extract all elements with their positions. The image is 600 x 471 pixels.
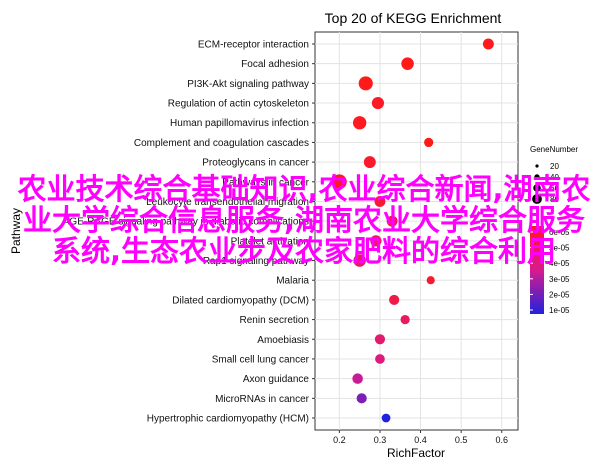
- data-point: [356, 393, 367, 404]
- pathway-label: Dilated cardiomyopathy (DCM): [172, 295, 309, 306]
- data-point: [375, 354, 385, 364]
- pathway-label: Malaria: [276, 276, 309, 287]
- legend-size-title: GeneNumber: [530, 145, 578, 154]
- x-tick-label: 0.6: [496, 435, 509, 445]
- pathway-label: Regulation of actin cytoskeleton: [168, 99, 309, 110]
- pathway-label: Hypertrophic cardiomyopathy (HCM): [147, 414, 309, 425]
- data-point: [482, 38, 494, 50]
- pathway-label: Small cell lung cancer: [212, 354, 310, 365]
- grid: [315, 32, 518, 430]
- chart-title: Top 20 of KEGG Enrichment: [325, 10, 502, 26]
- data-point: [426, 276, 435, 285]
- color-legend-label: 5e-05: [549, 244, 570, 253]
- pathway-label: Axon guidance: [243, 374, 310, 385]
- color-legend-label: 6e-05: [549, 228, 570, 237]
- pathway-label: Rap1 signaling pathway: [203, 256, 309, 267]
- data-point: [358, 76, 373, 91]
- legend-size-dot: [535, 164, 539, 168]
- data-point: [374, 196, 386, 207]
- size-legend: 20 40 60 80: [532, 162, 559, 204]
- pathway-label: MicroRNAs in cancer: [215, 394, 310, 405]
- data-point: [371, 96, 385, 110]
- data-point: [381, 413, 391, 423]
- legend-size-label: 80: [550, 195, 559, 204]
- pathway-labels: ECM-receptor interaction Focal adhesion PI…: [63, 40, 315, 425]
- color-bar: [530, 226, 544, 314]
- data-point: [424, 137, 434, 148]
- pathway-label: PI3K-Akt signaling pathway: [187, 79, 309, 90]
- legend-size-label: 40: [550, 173, 559, 182]
- pathway-label: ECM-receptor interaction: [198, 40, 309, 51]
- color-legend-label: 4e-05: [549, 259, 570, 268]
- color-legend-label: 1e-05: [549, 306, 570, 315]
- pathway-label: Platelet activation: [231, 236, 309, 247]
- legend-size-label: 20: [550, 162, 559, 171]
- data-point: [374, 334, 386, 345]
- legend: GeneNumber 20 40 60 80 1e-05 2e-05 3e-05 4e-05…: [530, 145, 578, 315]
- pathway-label: AGE-RAGE signaling pathway in diabetic c…: [63, 217, 309, 228]
- pathway-label: Focal adhesion: [241, 59, 309, 70]
- legend-size-dot: [534, 174, 540, 180]
- data-point: [331, 174, 347, 190]
- pathway-label: Amoebiasis: [257, 335, 309, 346]
- data-point: [363, 156, 376, 169]
- color-legend-label: 3e-05: [549, 275, 570, 284]
- data-point: [370, 235, 382, 247]
- data-points: [331, 38, 494, 423]
- data-point: [352, 116, 367, 130]
- pathway-label: Proteoglycans in cancer: [202, 158, 309, 169]
- pathway-label: Human papillomavirus infection: [170, 118, 309, 129]
- data-point: [400, 314, 410, 325]
- legend-size-dot: [532, 194, 542, 204]
- plot-panel: [314, 31, 519, 431]
- legend-size-dot: [533, 184, 541, 192]
- data-point: [352, 373, 363, 384]
- data-point: [386, 215, 398, 227]
- data-point: [401, 57, 414, 70]
- pathway-label: Pathways in cancer: [222, 177, 309, 188]
- x-axis-ticks: 0.2 0.3 0.4 0.5 0.6: [333, 430, 508, 445]
- x-tick-label: 0.2: [333, 435, 346, 445]
- data-point: [353, 254, 366, 267]
- pathway-label: Renin secretion: [240, 315, 309, 326]
- x-tick-label: 0.5: [455, 435, 468, 445]
- color-legend-label: 2e-05: [549, 290, 570, 299]
- data-point: [389, 294, 400, 305]
- x-tick-label: 0.3: [374, 435, 387, 445]
- pathway-label: Leukocyte transendothelial migration: [146, 197, 309, 208]
- x-tick-label: 0.4: [414, 435, 427, 445]
- legend-size-label: 60: [550, 184, 559, 193]
- pathway-label: Complement and coagulation cascades: [134, 138, 309, 149]
- x-axis-label: RichFactor: [387, 446, 445, 460]
- y-axis-label: Pathway: [9, 208, 23, 254]
- color-legend: 1e-05 2e-05 3e-05 4e-05 5e-05 6e-05: [530, 228, 570, 315]
